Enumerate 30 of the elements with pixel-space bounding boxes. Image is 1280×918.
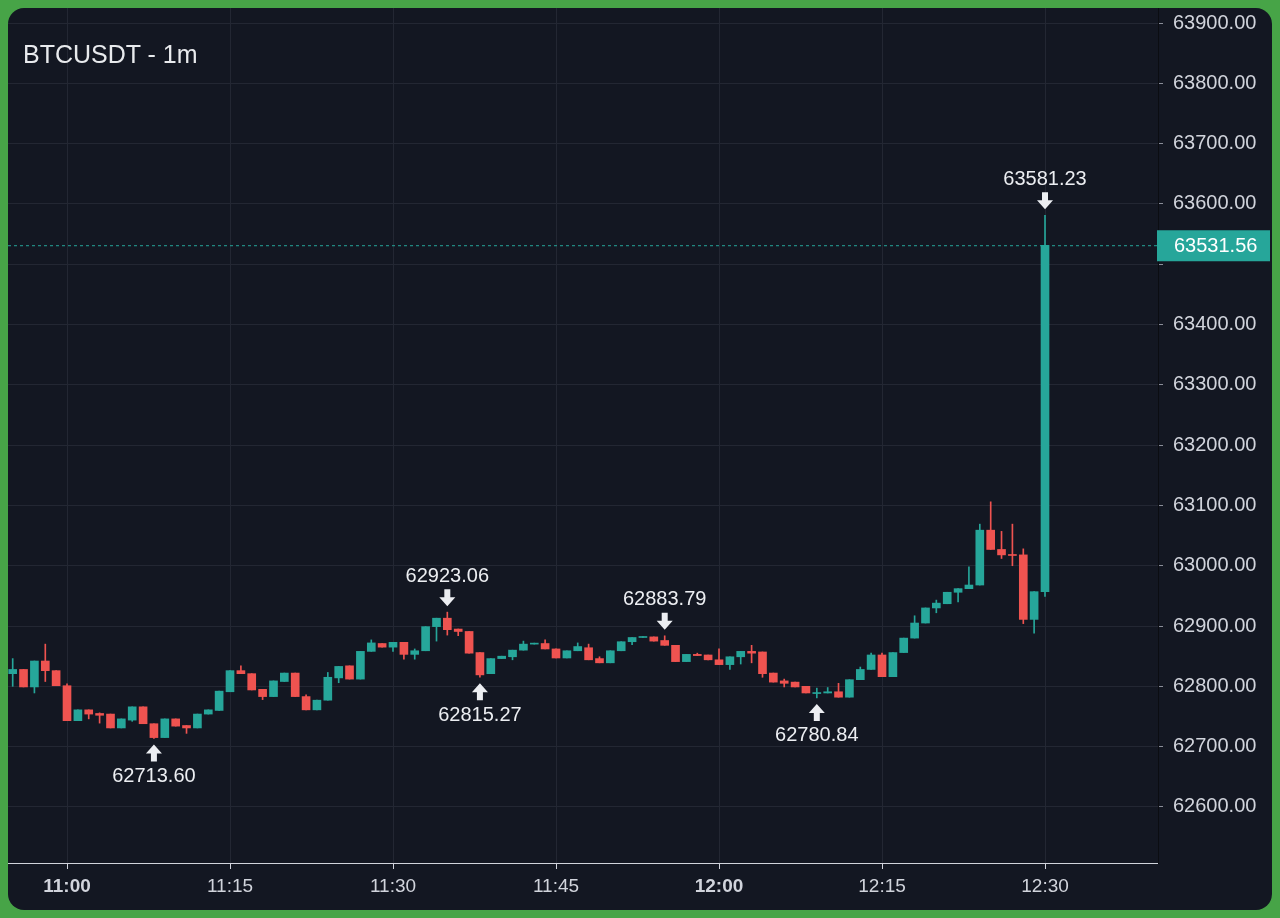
y-tick-label: 62600.00 — [1173, 794, 1257, 817]
x-tick-label: 11:15 — [206, 874, 254, 896]
x-tick-label: 11:45 — [532, 874, 580, 896]
y-tick-label: 63900.00 — [1173, 10, 1257, 33]
text: BTCUSDT - 1m — [23, 40, 198, 68]
x-tick-label: 12:15 — [858, 874, 906, 896]
x-tick-label: 11:30 — [369, 874, 417, 896]
annotation: 62883.79 — [622, 587, 707, 610]
y-tick-label: 62700.00 — [1173, 734, 1257, 757]
x-tick-label: 12:30 — [1021, 874, 1069, 896]
annotation: 62923.06 — [405, 563, 490, 586]
y-tick-label: 63100.00 — [1173, 492, 1257, 515]
x-tick-label: 12:00 — [694, 874, 744, 896]
y-tick-label: 62800.00 — [1173, 673, 1257, 696]
annotation: 62780.84 — [775, 723, 859, 746]
y-tick-label: 63200.00 — [1173, 432, 1257, 455]
candlestick — [8, 658, 18, 687]
y-tick-label: 63600.00 — [1173, 191, 1257, 214]
annotation: 62713.60 — [112, 763, 196, 786]
y-tick-label: 62900.00 — [1173, 613, 1257, 636]
annotation: 63581.23 — [1003, 166, 1087, 189]
y-tick-label: 63300.00 — [1173, 372, 1257, 395]
y-tick-label: 63400.00 — [1173, 312, 1257, 335]
ref-line-label: 63531.56 — [1174, 233, 1258, 256]
y-tick-label: 63000.00 — [1173, 553, 1257, 576]
annotation: 62815.27 — [438, 702, 522, 725]
candlestick — [812, 687, 822, 699]
x-tick-label: 11:00 — [43, 874, 91, 896]
y-tick-label: 63700.00 — [1173, 131, 1257, 154]
y-tick-label: 63800.00 — [1173, 70, 1257, 93]
